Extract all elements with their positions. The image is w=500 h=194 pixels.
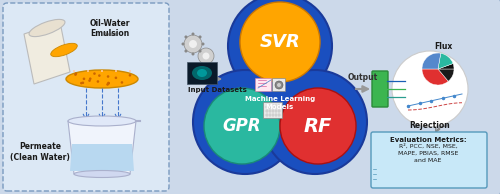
Ellipse shape bbox=[50, 43, 78, 57]
FancyBboxPatch shape bbox=[187, 62, 217, 84]
Text: Machine Learning
Models: Machine Learning Models bbox=[245, 96, 315, 110]
Circle shape bbox=[115, 70, 117, 72]
Circle shape bbox=[202, 53, 209, 60]
Circle shape bbox=[189, 40, 197, 48]
Circle shape bbox=[129, 70, 131, 72]
Ellipse shape bbox=[68, 116, 136, 126]
Circle shape bbox=[106, 83, 109, 86]
Circle shape bbox=[277, 83, 281, 87]
Circle shape bbox=[89, 77, 92, 80]
Circle shape bbox=[198, 48, 214, 64]
Circle shape bbox=[392, 51, 468, 127]
Circle shape bbox=[73, 70, 75, 72]
Circle shape bbox=[114, 76, 117, 79]
Circle shape bbox=[93, 72, 96, 75]
Circle shape bbox=[101, 70, 103, 72]
Text: SVR: SVR bbox=[260, 33, 300, 51]
Circle shape bbox=[184, 50, 188, 53]
Polygon shape bbox=[68, 121, 136, 174]
Circle shape bbox=[82, 78, 86, 80]
Circle shape bbox=[275, 81, 283, 89]
Circle shape bbox=[128, 74, 131, 77]
Text: Oil-Water
Emulsion: Oil-Water Emulsion bbox=[90, 19, 130, 38]
Wedge shape bbox=[438, 69, 454, 81]
Text: Rejection: Rejection bbox=[410, 121, 451, 130]
Circle shape bbox=[193, 70, 297, 174]
Ellipse shape bbox=[197, 69, 207, 77]
Circle shape bbox=[80, 82, 82, 84]
Circle shape bbox=[198, 50, 202, 53]
Text: Evaluation Metrics:: Evaluation Metrics: bbox=[390, 137, 466, 143]
Circle shape bbox=[98, 74, 100, 77]
Circle shape bbox=[184, 35, 202, 53]
Wedge shape bbox=[422, 53, 441, 69]
Text: R², PCC, NSE, MSE,
MAPE, PBIAS, RMSE
and MAE: R², PCC, NSE, MSE, MAPE, PBIAS, RMSE and… bbox=[398, 144, 458, 163]
Text: Flux: Flux bbox=[434, 42, 452, 51]
Text: Output: Output bbox=[348, 73, 378, 82]
Circle shape bbox=[192, 53, 194, 55]
Circle shape bbox=[198, 36, 202, 38]
Ellipse shape bbox=[29, 19, 65, 37]
Circle shape bbox=[96, 80, 99, 83]
Circle shape bbox=[263, 70, 367, 174]
Circle shape bbox=[280, 88, 356, 164]
Circle shape bbox=[184, 36, 188, 38]
Polygon shape bbox=[70, 144, 134, 171]
Text: Permeate
(Clean Water): Permeate (Clean Water) bbox=[10, 142, 70, 162]
FancyBboxPatch shape bbox=[256, 79, 272, 92]
Wedge shape bbox=[422, 69, 448, 85]
Circle shape bbox=[108, 82, 110, 85]
Circle shape bbox=[120, 81, 123, 84]
Text: Input Datasets: Input Datasets bbox=[188, 87, 246, 93]
Circle shape bbox=[74, 72, 77, 75]
Ellipse shape bbox=[66, 70, 138, 88]
Circle shape bbox=[182, 42, 184, 46]
Text: RF: RF bbox=[304, 117, 332, 135]
Circle shape bbox=[74, 73, 77, 76]
Circle shape bbox=[202, 42, 204, 46]
Circle shape bbox=[87, 70, 89, 72]
Ellipse shape bbox=[192, 66, 212, 80]
FancyBboxPatch shape bbox=[272, 79, 285, 92]
FancyBboxPatch shape bbox=[3, 3, 169, 191]
Polygon shape bbox=[24, 22, 70, 84]
Text: Feed: Feed bbox=[102, 32, 118, 37]
Ellipse shape bbox=[74, 171, 130, 178]
Circle shape bbox=[88, 79, 91, 82]
Circle shape bbox=[192, 33, 194, 36]
Wedge shape bbox=[438, 63, 454, 69]
Circle shape bbox=[204, 88, 280, 164]
Circle shape bbox=[228, 0, 332, 98]
Text: GPR: GPR bbox=[223, 117, 261, 135]
Circle shape bbox=[107, 82, 110, 84]
Wedge shape bbox=[438, 53, 453, 69]
FancyBboxPatch shape bbox=[264, 102, 282, 119]
Circle shape bbox=[240, 2, 320, 82]
Circle shape bbox=[107, 75, 110, 78]
Circle shape bbox=[82, 81, 84, 84]
FancyBboxPatch shape bbox=[372, 71, 388, 107]
Circle shape bbox=[250, 64, 310, 124]
FancyBboxPatch shape bbox=[371, 132, 487, 188]
